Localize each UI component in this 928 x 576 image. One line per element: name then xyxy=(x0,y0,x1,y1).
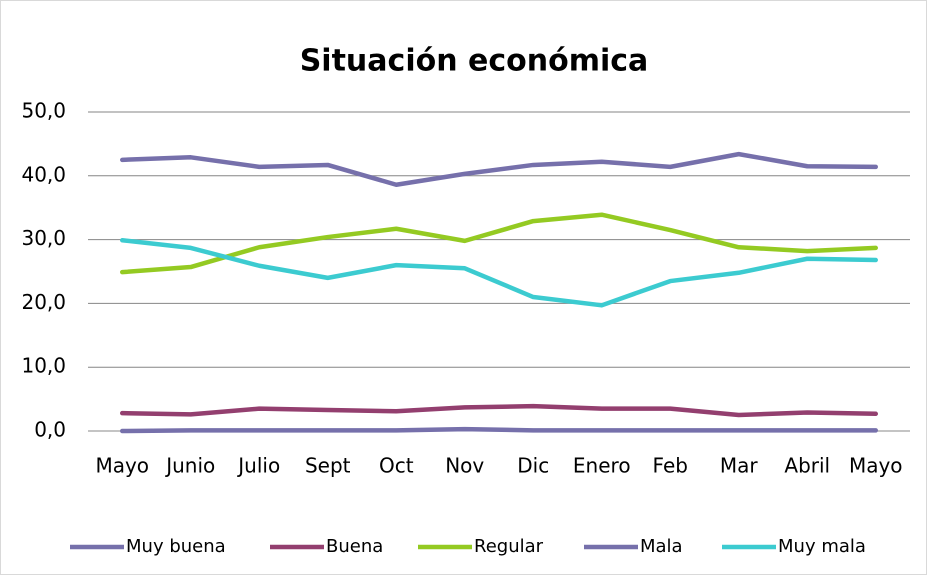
x-tick-label: Junio xyxy=(164,454,215,478)
x-tick-label: Nov xyxy=(445,454,484,478)
y-tick-label: 10,0 xyxy=(21,354,66,378)
y-tick-label: 40,0 xyxy=(21,162,66,186)
series-line xyxy=(120,212,878,275)
x-tick-label: Dic xyxy=(517,454,549,478)
x-tick-label: Feb xyxy=(653,454,688,478)
y-tick-label: 30,0 xyxy=(21,226,66,250)
x-tick-label: Mayo xyxy=(849,454,903,478)
legend-label: Buena xyxy=(326,536,383,557)
x-tick-label: Enero xyxy=(573,454,631,478)
series-line xyxy=(120,151,878,187)
x-tick-label: Julio xyxy=(236,454,280,478)
series-line xyxy=(120,237,878,308)
x-tick-label: Sept xyxy=(305,454,351,478)
chart-title: Situación económica xyxy=(300,44,649,79)
x-tick-label: Abril xyxy=(784,454,830,478)
x-tick-label: Mayo xyxy=(95,454,149,478)
x-tick-label: Mar xyxy=(720,454,759,478)
series-line xyxy=(120,403,878,418)
legend-label: Mala xyxy=(640,536,683,557)
series-line xyxy=(120,426,878,434)
legend-label: Muy buena xyxy=(126,536,226,557)
x-tick-label: Oct xyxy=(379,454,414,478)
y-tick-label: 50,0 xyxy=(21,99,66,123)
legend-label: Muy mala xyxy=(778,536,866,557)
y-tick-label: 20,0 xyxy=(21,290,66,314)
legend-label: Regular xyxy=(474,536,544,557)
y-tick-label: 0,0 xyxy=(34,418,66,442)
